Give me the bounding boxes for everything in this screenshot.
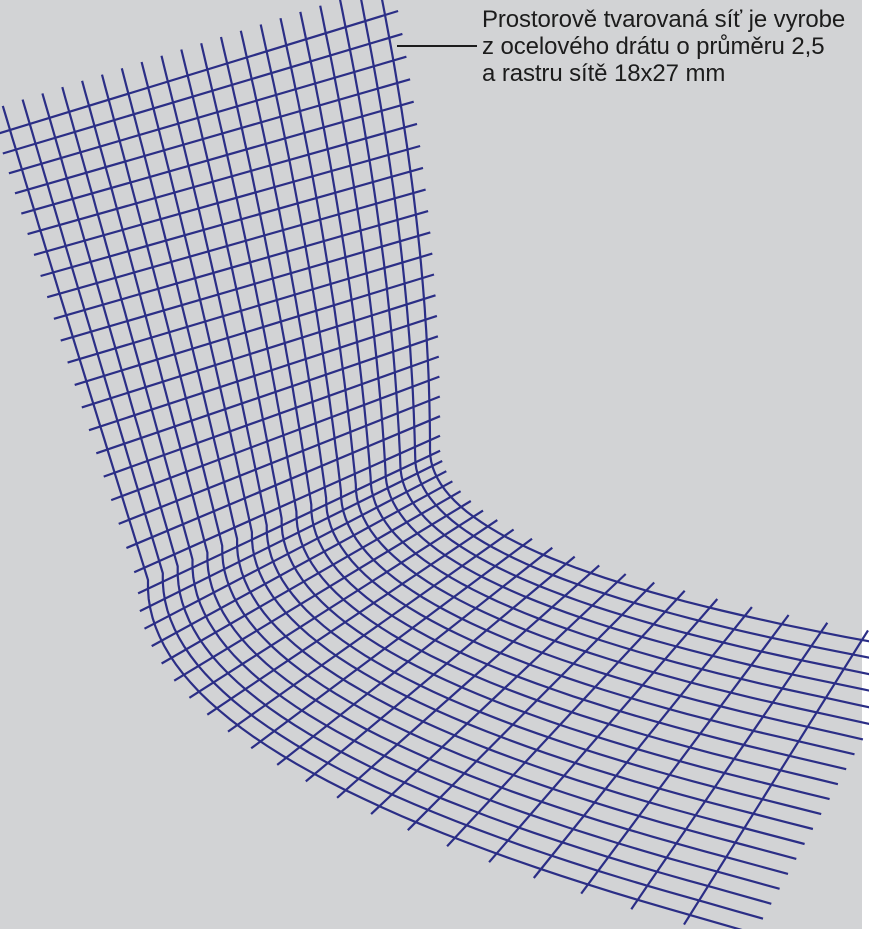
transverse-wire [446,590,686,848]
transverse-wire [53,210,429,320]
transverse-wire [27,122,418,236]
longitudinal-wire [41,93,772,905]
longitudinal-wire [381,0,869,643]
transverse-wire [2,32,403,155]
transverse-wire [370,573,627,815]
caption-line-1: Prostorově tvarovaná síť je vyrobe [482,6,846,33]
transverse-wire [580,614,790,895]
transverse-wire [67,252,433,364]
transverse-wire [110,375,440,502]
transverse-wire [118,395,441,525]
longitudinal-wire [299,11,869,709]
longitudinal-wire [239,30,855,756]
transverse-wire [125,415,441,550]
transverse-wire [206,519,498,716]
transverse-wire [20,100,415,215]
transverse-wire [139,460,443,613]
caption-line-3: a rastru sítě 18x27 mm [482,60,726,87]
mesh-transverse-wires [0,9,869,926]
transverse-wire [143,470,447,630]
transverse-wire [532,606,753,879]
transverse-wire [95,335,439,455]
longitudinal-wire [21,99,764,920]
callout-leader-line [397,45,477,47]
transverse-wire [103,355,440,478]
transverse-wire [488,598,719,863]
transverse-wire [0,9,399,135]
transverse-wire [133,434,441,574]
transverse-wire [250,537,533,750]
transverse-wire [81,294,436,409]
longitudinal-wire [360,0,869,659]
transverse-wire [137,449,441,595]
transverse-wire [173,500,472,682]
transverse-wire [407,581,655,831]
transverse-wire [227,528,515,733]
transverse-wire [40,166,424,278]
transverse-wire [683,629,869,926]
transverse-wire [276,546,553,766]
transverse-wire [88,314,438,432]
caption-line-2: z ocelového drátu o průměru 2,5 [482,33,825,60]
transverse-wire [14,78,411,195]
transverse-wire [336,564,600,799]
transverse-wire [630,622,829,910]
transverse-wire [161,490,462,665]
transverse-wire [33,144,421,256]
transverse-wire [46,188,426,299]
transverse-wire [305,555,576,783]
transverse-wire [74,273,435,386]
transverse-wire [60,231,431,342]
transverse-wire [188,509,484,699]
longitudinal-wire [259,24,864,741]
mesh-description-caption: Prostorově tvarovaná síť je vyrobe z oce… [482,6,869,87]
transverse-wire [8,55,407,175]
transverse-wire [151,480,453,648]
